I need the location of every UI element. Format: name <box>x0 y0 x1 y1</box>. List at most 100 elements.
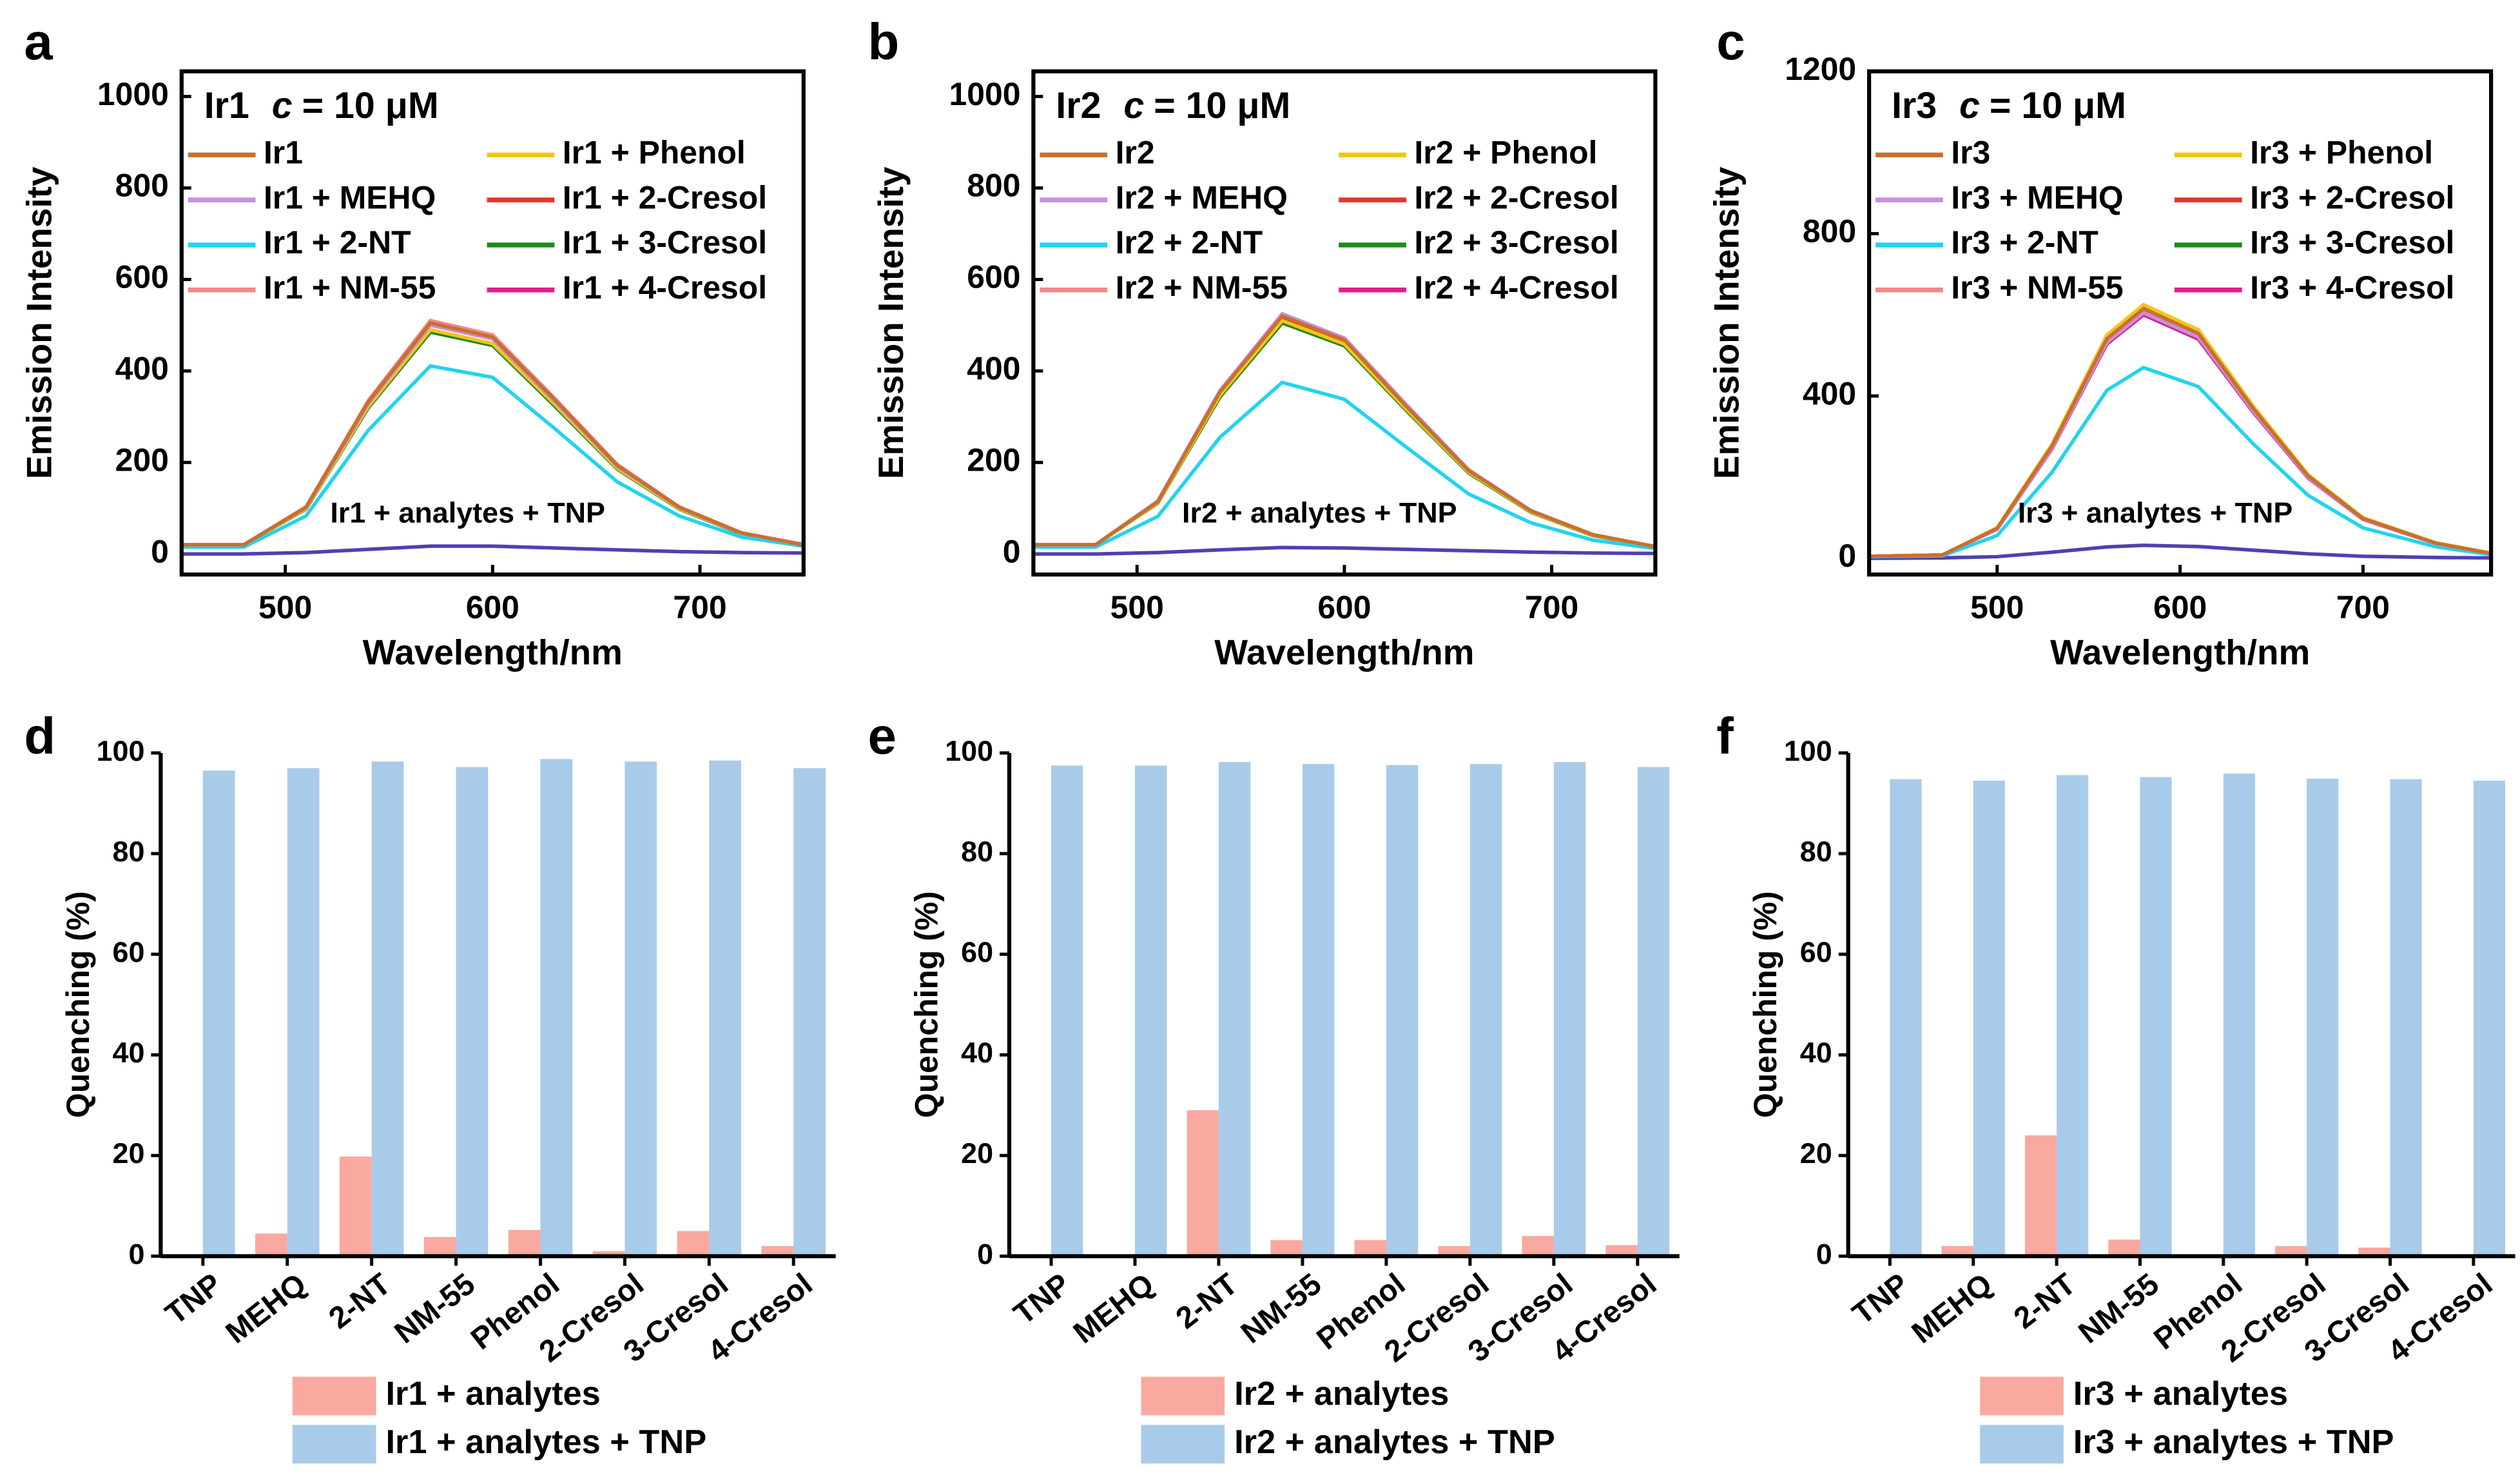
legend-label: Ir3 + analytes + TNP <box>2073 1423 2394 1461</box>
panel-label: c <box>1716 13 1745 70</box>
y-axis-label: Quenching (%) <box>60 891 96 1118</box>
bar <box>1553 761 1586 1257</box>
x-axis-label: Wavelength/nm <box>2050 632 2310 672</box>
bar <box>2307 778 2339 1257</box>
y-tick-label: 20 <box>1800 1137 1832 1169</box>
bar <box>287 768 320 1257</box>
bar <box>2024 1135 2057 1257</box>
legend-label: Ir2 + MEHQ <box>1116 179 1288 215</box>
legend-swatch <box>292 1376 376 1416</box>
y-tick-label: 0 <box>977 1237 993 1270</box>
panel-label: e <box>868 707 897 765</box>
bar <box>761 1246 794 1257</box>
y-axis-label: Emission Intensity <box>19 166 59 479</box>
bar <box>456 767 489 1257</box>
legend-label: Ir2 + NM-55 <box>1116 269 1288 306</box>
y-tick-label: 0 <box>128 1237 144 1270</box>
legend-label: Ir3 + Phenol <box>2250 134 2433 170</box>
condition-symbol: c <box>1123 85 1144 126</box>
condition-symbol: c <box>1959 85 1980 126</box>
legend-label: Ir2 + 3-Cresol <box>1414 224 1618 260</box>
bar <box>592 1251 625 1257</box>
y-tick-label: 0 <box>1816 1237 1832 1270</box>
legend-label: Ir1 + 2-NT <box>264 224 411 260</box>
legend-swatch <box>1141 1376 1225 1416</box>
bar <box>2140 777 2172 1257</box>
series-line <box>1033 545 1656 556</box>
legend-label: Ir3 + 2-NT <box>1951 224 2098 260</box>
y-axis-label: Emission Intensity <box>1707 166 1747 479</box>
legend-label: Ir1 + Phenol <box>563 134 746 170</box>
bar <box>1051 765 1083 1257</box>
condition-symbol: c <box>272 85 293 126</box>
legend-swatch <box>1141 1425 1225 1464</box>
y-tick-label: 600 <box>967 259 1020 295</box>
legend-label: Ir3 + MEHQ <box>1951 179 2123 215</box>
x-tick-label: 2-NT <box>322 1267 397 1336</box>
x-tick-label: NM-55 <box>1235 1267 1328 1350</box>
y-tick-label: 400 <box>967 351 1020 387</box>
x-tick-label: 700 <box>2336 589 2390 625</box>
bar <box>339 1156 372 1257</box>
legend-label: Ir2 <box>1116 134 1155 170</box>
y-tick-label: 400 <box>1803 375 1856 411</box>
legend-label: Ir1 + analytes <box>385 1375 600 1413</box>
series-line <box>1033 313 1656 549</box>
y-tick-label: 80 <box>961 835 993 868</box>
bar <box>1890 779 1922 1257</box>
legend-swatch <box>1980 1425 2064 1464</box>
series-line <box>1869 366 2492 559</box>
x-tick-label: MEHQ <box>1906 1267 1999 1350</box>
y-tick-label: 100 <box>97 734 145 767</box>
bar <box>202 770 235 1257</box>
legend-label: Ir1 <box>264 134 303 170</box>
y-tick-label: 80 <box>1800 835 1832 868</box>
legend-label: Ir1 + 4-Cresol <box>563 269 767 306</box>
legend-label: Ir3 + 4-Cresol <box>2250 269 2454 306</box>
bar <box>255 1233 287 1257</box>
bar <box>709 760 742 1257</box>
bar <box>1386 765 1419 1257</box>
y-tick-label: 1200 <box>1785 51 1856 87</box>
y-tick-label: 40 <box>1800 1036 1832 1069</box>
y-tick-label: 20 <box>113 1137 145 1169</box>
title-name: Ir3 <box>1892 85 1937 126</box>
y-tick-label: 100 <box>945 734 993 767</box>
y-tick-label: 0 <box>1838 538 1856 574</box>
bar <box>1605 1245 1638 1257</box>
x-tick-label: TNP <box>1846 1267 1915 1331</box>
y-tick-label: 400 <box>115 351 169 387</box>
x-tick-label: MEHQ <box>220 1267 313 1350</box>
bar <box>1218 761 1251 1257</box>
x-tick-label: 600 <box>2153 589 2207 625</box>
bar <box>1469 764 1502 1257</box>
y-tick-label: 200 <box>967 442 1020 478</box>
y-axis-label: Quenching (%) <box>908 891 944 1118</box>
bar <box>793 768 826 1257</box>
series-line <box>1869 543 2492 560</box>
series-line <box>181 544 804 556</box>
bar <box>1973 780 2005 1257</box>
bar <box>2473 780 2505 1257</box>
x-tick-label: NM-55 <box>388 1267 481 1350</box>
bar <box>1941 1246 1973 1257</box>
x-axis-label: Wavelength/nm <box>1214 632 1474 672</box>
plot-frame <box>1031 69 1658 577</box>
legend-label: Ir1 + NM-55 <box>264 269 436 306</box>
panel-label: d <box>24 707 55 765</box>
y-axis-label: Emission Intensity <box>871 166 911 479</box>
series-line <box>1869 306 2492 558</box>
x-tick-label: TNP <box>1007 1267 1076 1331</box>
y-tick-label: 800 <box>967 168 1020 204</box>
bar <box>1270 1240 1303 1257</box>
y-tick-label: 600 <box>115 259 169 295</box>
x-tick-label: 700 <box>1525 589 1578 625</box>
annotation: Ir2 + analytes + TNP <box>1182 496 1457 529</box>
bar <box>540 759 573 1257</box>
y-tick-label: 800 <box>115 168 169 204</box>
x-tick-label: 700 <box>673 589 726 625</box>
x-axis-label: Wavelength/nm <box>363 632 623 672</box>
condition-value: = 10 μM <box>1154 85 1290 126</box>
panel-label: b <box>868 13 900 70</box>
